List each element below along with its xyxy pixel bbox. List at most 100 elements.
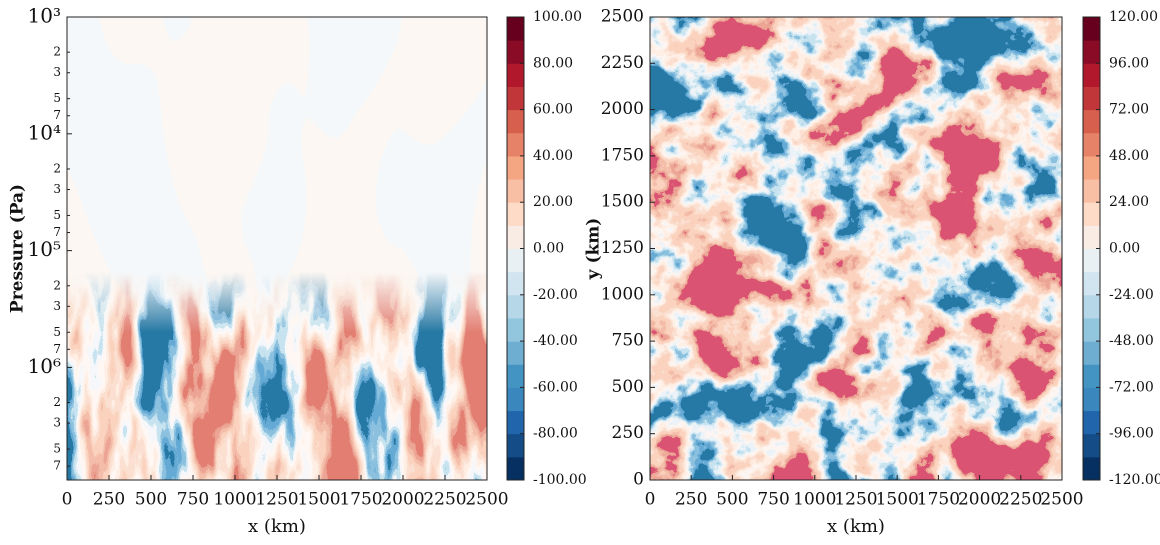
x-tick-label: 1750 (917, 490, 960, 510)
colorbar-band (507, 17, 524, 41)
x-tick-label: 1000 (213, 490, 256, 510)
x-tick-label: 2000 (958, 490, 1001, 510)
y-tick-label: 5 (53, 91, 61, 105)
x-tick-label: 1250 (255, 490, 298, 510)
colorbar-tick-label: -48.00 (1109, 333, 1154, 349)
y-tick-label: 3 (53, 299, 61, 313)
colorbar-tick-label: -40.00 (533, 333, 578, 349)
colorbar-band (1083, 202, 1100, 226)
y-tick-label: 7 (53, 342, 61, 356)
y-tick-label: 5 (53, 208, 61, 222)
y-tick-label: 750 (612, 331, 644, 351)
y-tick-label: 5 (53, 442, 61, 456)
colorbar-band (1083, 155, 1100, 180)
colorbar-band (507, 86, 524, 111)
colorbar-tick-label: 40.00 (533, 148, 573, 164)
x-tick-label: 2000 (381, 490, 424, 510)
colorbar-tick-label: -24.00 (1109, 287, 1154, 303)
y-tick-label: 3 (53, 65, 61, 79)
colorbar-band (507, 248, 524, 273)
colorbar-band (507, 271, 524, 296)
y-tick-label: 1750 (601, 145, 644, 165)
colorbar-band (1083, 17, 1100, 41)
colorbar-tick-label: -96.00 (1109, 426, 1154, 442)
y-tick-label: 1250 (601, 238, 644, 258)
colorbar-band (507, 433, 524, 458)
colorbar-band (1083, 271, 1100, 296)
colorbar-band (1083, 225, 1100, 249)
x-tick-label: 0 (62, 490, 73, 510)
colorbar-band (507, 179, 524, 203)
y-tick-label: 10⁶ (28, 354, 61, 378)
x-tick-label: 750 (177, 490, 209, 510)
colorbar-band (1083, 63, 1100, 87)
y-tick-label: 5 (53, 325, 61, 339)
y-tick-label: 0 (633, 470, 644, 490)
colorbar-band (1083, 317, 1100, 342)
x-tick-label: 2250 (423, 490, 466, 510)
colorbar-tick-label: 0.00 (533, 241, 564, 257)
x-tick-label: 2500 (1040, 490, 1083, 510)
colorbar-tick-label: -20.00 (533, 287, 578, 303)
y-tick-label: 2 (53, 45, 61, 59)
colorbar-band (1083, 341, 1100, 365)
colorbar-band (1083, 294, 1100, 319)
colorbar-band (507, 456, 524, 481)
x-tick-label: 250 (675, 490, 707, 510)
colorbar-band (507, 387, 524, 412)
colorbar-tick-label: -80.00 (533, 426, 578, 442)
colorbar-band (507, 132, 524, 157)
y-tick-label: 3 (53, 182, 61, 196)
colorbar-band (1083, 248, 1100, 273)
x-tick-label: 0 (645, 490, 656, 510)
colorbar-tick-label: 80.00 (533, 55, 573, 71)
field-right (650, 17, 1062, 480)
y-tick-label: 10³ (28, 4, 61, 28)
x-tick-label: 1000 (793, 490, 836, 510)
y-tick-label: 10⁴ (28, 120, 61, 144)
colorbar-tick-label: -120.00 (1109, 472, 1160, 488)
colorbar-tick-label: 100.00 (533, 9, 582, 25)
y-tick-label: 1500 (601, 192, 644, 212)
y-axis-label: Pressure (Pa) (8, 184, 28, 313)
x-tick-label: 500 (135, 490, 167, 510)
colorbar-band (1083, 433, 1100, 458)
colorbar-band (507, 40, 524, 64)
x-tick-label: 750 (757, 490, 789, 510)
colorbar-band (507, 317, 524, 342)
x-tick-label: 2500 (465, 490, 508, 510)
colorbar-band (507, 202, 524, 226)
colorbar-tick-label: 48.00 (1109, 148, 1149, 164)
colorbar-band (1083, 86, 1100, 111)
y-tick-label: 500 (612, 377, 644, 397)
y-tick-label: 250 (612, 423, 644, 443)
colorbar-band (507, 341, 524, 365)
y-tick-label: 2250 (601, 53, 644, 73)
y-tick-label: 3 (53, 416, 61, 430)
x-tick-label: 500 (716, 490, 748, 510)
colorbar-band (1083, 364, 1100, 388)
colorbar-tick-label: 120.00 (1109, 9, 1158, 25)
y-tick-label: 2 (53, 161, 61, 175)
colorbar-band (1083, 410, 1100, 435)
colorbar-band (507, 109, 524, 134)
colorbar-band (1083, 40, 1100, 64)
colorbar-tick-label: 60.00 (533, 102, 573, 118)
colorbar-band (507, 63, 524, 87)
colorbar-band (1083, 456, 1100, 481)
x-axis-label: x (km) (248, 516, 306, 537)
colorbar-tick-label: 96.00 (1109, 55, 1149, 71)
colorbar-band (507, 225, 524, 249)
y-axis-label: y (km) (584, 218, 604, 281)
y-tick-label: 2500 (601, 7, 644, 27)
y-tick-label: 7 (53, 459, 61, 473)
y-tick-label: 2000 (601, 99, 644, 119)
colorbar-tick-label: -100.00 (533, 472, 587, 488)
colorbar-band (1083, 109, 1100, 134)
x-tick-label: 2250 (999, 490, 1042, 510)
colorbar-tick-label: 20.00 (533, 194, 573, 210)
colorbar-tick-label: -72.00 (1109, 379, 1154, 395)
y-tick-label: 7 (53, 225, 61, 239)
x-tick-label: 1500 (876, 490, 919, 510)
